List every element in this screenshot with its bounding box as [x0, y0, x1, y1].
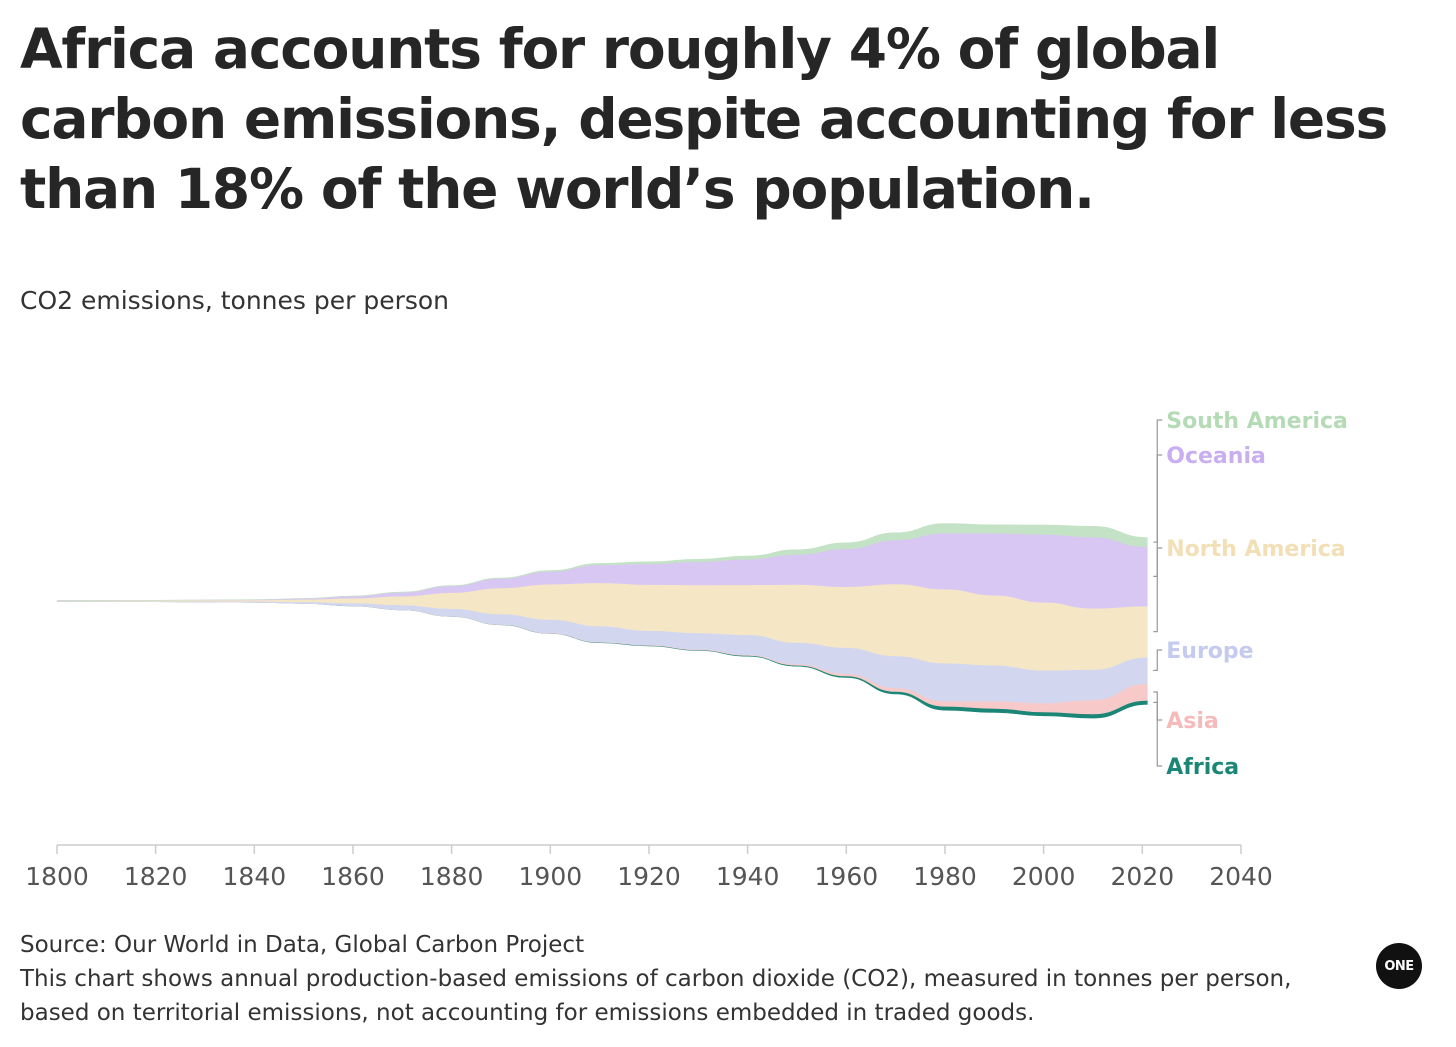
x-tick-label: 1800 — [25, 862, 89, 891]
stream-south-america — [56, 523, 1148, 601]
one-logo: ONE — [1376, 943, 1422, 989]
x-tick-label: 1960 — [815, 862, 879, 891]
chart-title: Africa accounts for roughly 4% of global… — [20, 17, 1388, 221]
label-leader-north-america — [1153, 547, 1163, 633]
series-label-north-america: North America — [1166, 537, 1345, 562]
series-label-africa: Africa — [1166, 755, 1239, 780]
series-label-south-america: South America — [1166, 409, 1348, 434]
x-tick-label: 1940 — [716, 862, 780, 891]
series-label-oceania: Oceania — [1166, 444, 1266, 469]
source-note: Source: Our World in Data, Global Carbon… — [20, 932, 585, 958]
x-tick-label: 1860 — [321, 862, 385, 891]
x-tick-label: 1900 — [519, 862, 583, 891]
x-tick-label: 2000 — [1012, 862, 1076, 891]
series-labels: Africa Asia Europe North America Oceania Sout… — [1153, 409, 1348, 780]
x-tick-label: 1820 — [124, 862, 188, 891]
x-tick-label: 1920 — [617, 862, 681, 891]
series-label-europe: Europe — [1166, 639, 1253, 664]
x-tick-label: 1840 — [223, 862, 287, 891]
x-axis: 1800 1820 1840 1860 1880 1900 1920 1940 1960 1980… — [25, 844, 1273, 891]
methodology-note: This chart shows annual production-based… — [20, 966, 1292, 1026]
x-tick-label: 2020 — [1111, 862, 1175, 891]
label-leader-south-america — [1153, 419, 1163, 543]
stream-layers — [56, 523, 1148, 719]
chart-subtitle: CO2 emissions, tonnes per person — [20, 286, 450, 315]
label-leader-europe — [1153, 649, 1163, 671]
series-label-asia: Asia — [1166, 709, 1219, 734]
x-tick-label: 2040 — [1209, 862, 1273, 891]
x-tick-label: 1880 — [420, 862, 484, 891]
label-leader-asia — [1153, 691, 1163, 721]
label-leader-africa — [1153, 701, 1163, 767]
x-tick-label: 1980 — [913, 862, 977, 891]
